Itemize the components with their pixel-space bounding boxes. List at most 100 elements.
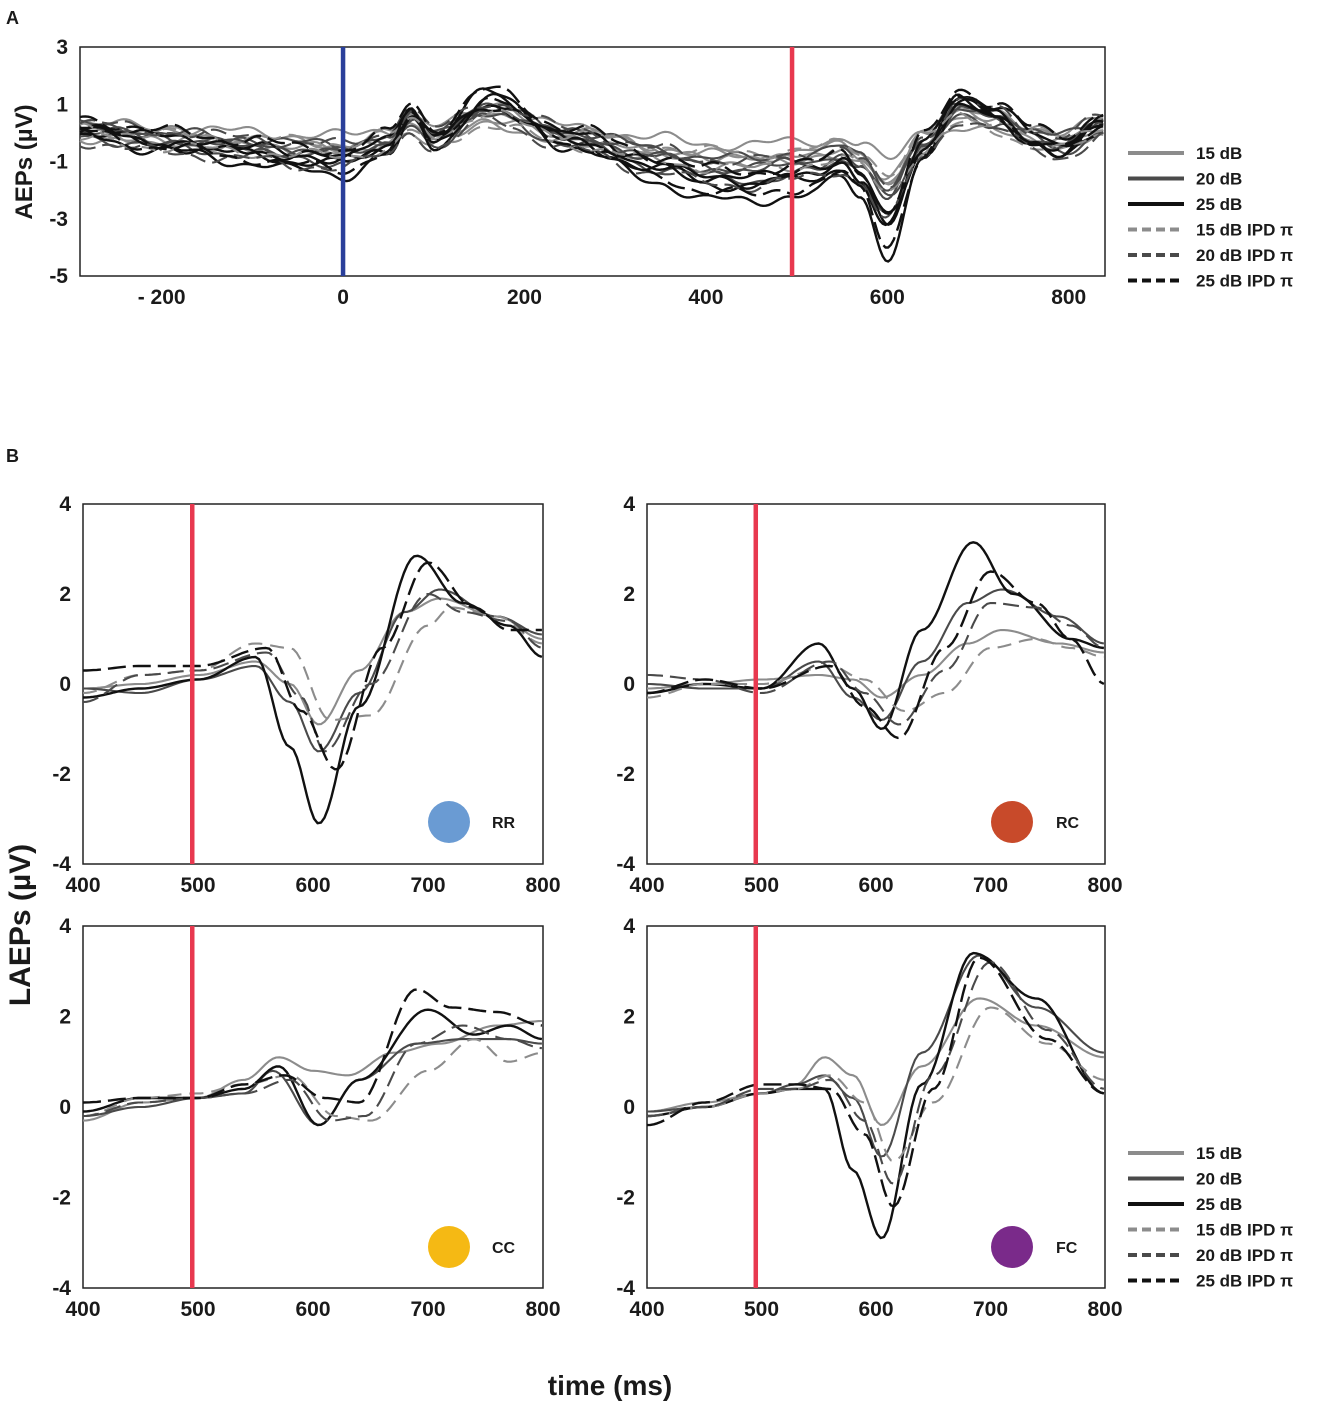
- shared-y-axis-label: LAEPs (µV): [4, 844, 37, 1006]
- x-tick-label: 400: [65, 874, 100, 897]
- condition-dot-rr: [428, 801, 470, 843]
- y-tick-label: -2: [52, 1187, 71, 1210]
- chart-rr: 400 500 600 700 800 4 2 0 -2 -4 RR: [52, 493, 560, 897]
- chart-fc: 400 500 600 700 800 4 2 0 -2 -4 FC: [616, 915, 1122, 1321]
- chart-a: - 200 0 200 400 600 800 3 1 -1 -3 -5 AEPs (µV): [11, 36, 1106, 309]
- x-tick-label: 400: [688, 286, 723, 309]
- y-tick-label: -4: [616, 853, 635, 876]
- trace-20-db-ipd: [82, 1024, 543, 1122]
- condition-label-cc: CC: [492, 1240, 516, 1257]
- legend-label: 20 dB IPD π: [1196, 246, 1293, 265]
- y-tick-label: 3: [56, 36, 68, 59]
- x-tick-label: 200: [507, 286, 542, 309]
- legend-label: 25 dB: [1196, 1195, 1242, 1214]
- marker-lines: [340, 47, 795, 276]
- condition-dot-cc: [428, 1226, 470, 1268]
- trace-15-db: [647, 628, 1104, 699]
- y-tick-label: -5: [49, 265, 68, 288]
- x-tick-label: 400: [65, 1298, 100, 1321]
- trace-25-db-ipd: [79, 95, 1104, 249]
- x-tick-labels: 400 500 600 700 800: [629, 874, 1122, 897]
- x-tick-label: 800: [1087, 1298, 1122, 1321]
- x-tick-label: 400: [629, 874, 664, 897]
- y-tick-label: -2: [616, 763, 635, 786]
- x-tick-label: 600: [858, 1298, 893, 1321]
- trace-20-db: [647, 954, 1105, 1158]
- trace-25-db-ipd: [83, 561, 542, 771]
- legend-label: 15 dB: [1196, 144, 1242, 163]
- trace-20-db: [83, 1038, 542, 1127]
- x-tick-labels: 400 500 600 700 800: [65, 874, 560, 897]
- trace-25-db: [82, 1008, 543, 1127]
- trace-25-db: [647, 951, 1105, 1240]
- legend-label: 25 dB IPD π: [1196, 1272, 1293, 1291]
- x-tick-label: 700: [410, 1298, 445, 1321]
- x-tick-label: 800: [525, 874, 560, 897]
- y-tick-label: 4: [623, 493, 635, 516]
- y-tick-label: -2: [616, 1187, 635, 1210]
- trace-15-db: [83, 597, 543, 726]
- traces: [82, 988, 543, 1127]
- x-tick-labels: 400 500 600 700 800: [65, 1298, 560, 1321]
- trace-20-db: [83, 588, 543, 753]
- y-tick-label: 2: [59, 1006, 71, 1029]
- y-tick-labels: 3 1 -1 -3 -5: [49, 36, 68, 288]
- legend-label: 20 dB: [1196, 170, 1242, 189]
- x-tick-label: 500: [744, 1298, 779, 1321]
- trace-25-db-ipd: [646, 956, 1105, 1208]
- chart-rc: 400 500 600 700 800 4 2 0 -2 -4 RC: [616, 493, 1122, 897]
- legend-label: 15 dB: [1196, 1144, 1242, 1163]
- x-tick-label: 700: [973, 874, 1008, 897]
- y-tick-labels: 4 2 0 -2 -4: [52, 915, 71, 1300]
- condition-label-rc: RC: [1056, 815, 1080, 832]
- legend-label: 20 dB: [1196, 1170, 1242, 1189]
- x-tick-label: 400: [629, 1298, 664, 1321]
- y-tick-label: 0: [59, 1096, 71, 1119]
- y-tick-label: 2: [623, 1006, 635, 1029]
- x-tick-label: - 200: [138, 286, 186, 309]
- y-tick-label: 4: [59, 493, 71, 516]
- x-tick-label: 0: [337, 286, 349, 309]
- trace-15-db-ipd: [82, 606, 543, 722]
- x-tick-label: 500: [744, 874, 779, 897]
- trace-25-db: [79, 102, 1104, 226]
- y-tick-label: 4: [623, 915, 635, 938]
- x-tick-label: 800: [1087, 874, 1122, 897]
- chart-cc: 400 500 600 700 800 4 2 0 -2 -4 CC: [52, 915, 560, 1321]
- y-tick-label: -4: [52, 1277, 71, 1300]
- shared-x-axis-label: time (ms): [548, 1370, 672, 1401]
- condition-dot-fc: [991, 1226, 1033, 1268]
- x-tick-label: 700: [973, 1298, 1008, 1321]
- legend-label: 25 dB IPD π: [1196, 272, 1293, 291]
- x-tick-labels: 400 500 600 700 800: [629, 1298, 1122, 1321]
- traces: [646, 951, 1105, 1240]
- y-tick-label: 0: [623, 673, 635, 696]
- traces: [82, 554, 543, 825]
- x-tick-label: 500: [180, 1298, 215, 1321]
- y-axis-label: AEPs (µV): [11, 104, 38, 219]
- plot-frame: [79, 46, 1106, 277]
- trace-25-db: [79, 98, 1104, 214]
- plot-frame: [646, 925, 1106, 1289]
- y-tick-label: 2: [623, 583, 635, 606]
- x-tick-label: 500: [180, 874, 215, 897]
- trace-25-db-ipd: [646, 570, 1105, 740]
- plot-frame: [82, 925, 544, 1289]
- y-tick-label: 2: [59, 583, 71, 606]
- trace-20-db-ipd: [647, 961, 1105, 1185]
- trace-15-db-ipd: [79, 119, 1104, 193]
- x-tick-labels: - 200 0 200 400 600 800: [138, 286, 1087, 309]
- x-tick-label: 800: [525, 1298, 560, 1321]
- x-tick-label: 600: [295, 874, 330, 897]
- y-tick-label: 0: [59, 673, 71, 696]
- y-tick-label: -4: [52, 853, 71, 876]
- traces: [646, 541, 1105, 740]
- legend-bottom: 15 dB 20 dB 25 dB 15 dB IPD π 20 dB IPD π 25 …: [1128, 1144, 1293, 1291]
- x-tick-label: 700: [410, 874, 445, 897]
- trace-25-db: [82, 554, 543, 825]
- y-tick-label: -3: [49, 208, 68, 231]
- legend-label: 20 dB IPD π: [1196, 1246, 1293, 1265]
- trace-25-db-ipd: [79, 85, 1104, 215]
- panel-letter-b: B: [6, 446, 19, 466]
